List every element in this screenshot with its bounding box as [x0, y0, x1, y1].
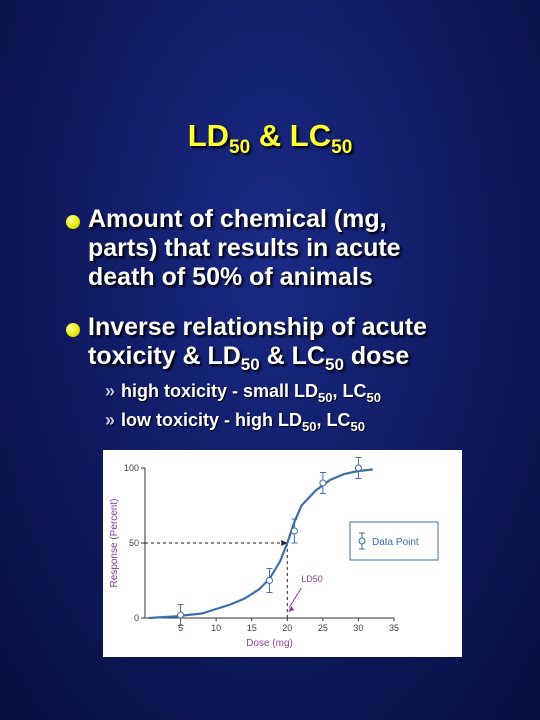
- bullet-2-line-2: toxicity & LD50 & LC50 dose: [88, 342, 427, 379]
- data-point: [290, 527, 298, 535]
- sub-bullet-1-sub-2: 50: [366, 390, 381, 405]
- bullet-2-line-1: Inverse relationship of acute: [88, 313, 427, 341]
- sub-bullet-2-sub-2: 50: [350, 419, 365, 434]
- sub-bullet-marker-icon: »: [105, 410, 116, 430]
- sub-bullet-2: » low toxicity - high LD50, LC50: [105, 410, 365, 434]
- data-point: [266, 577, 273, 584]
- x-tick-label: 30: [353, 623, 363, 633]
- bullet-dot-icon: [66, 323, 80, 337]
- legend-marker: [358, 537, 366, 545]
- sub-bullet-2-text-b: , LC: [316, 410, 351, 430]
- x-tick-label: 15: [247, 623, 257, 633]
- ld50-point-arrowhead: [281, 540, 288, 546]
- y-tick-label: 0: [134, 613, 139, 623]
- sub-bullet-marker-icon: »: [105, 381, 116, 401]
- sub-bullet-1-text-a: high toxicity - small LD: [121, 381, 319, 401]
- bullet-2: Inverse relationship of acute toxicity &…: [66, 313, 427, 379]
- ld50-arrow: [288, 587, 302, 608]
- x-tick-label: 35: [389, 623, 399, 633]
- bullet-2-sub-1: 50: [240, 355, 260, 374]
- data-point: [354, 464, 362, 472]
- title-lc: & LC: [250, 118, 332, 153]
- sub-bullet-1-text-b: , LC: [332, 381, 367, 401]
- dose-response-curve: [148, 468, 373, 620]
- title-sub-50: 50: [229, 137, 251, 158]
- data-point: [177, 611, 185, 619]
- bullet-dot-icon: [66, 215, 80, 229]
- bullet-2-text-a: toxicity & LD: [88, 342, 241, 370]
- chart-svg: 0 50 100 5 10 15 20 25 30 35 Dose (mg) Response (Pe…: [109, 457, 439, 649]
- x-tick-label: 10: [211, 623, 221, 633]
- bullet-1-line-1: Amount of chemical (mg,: [88, 205, 387, 233]
- y-axis-label: Response (Percent): [109, 499, 120, 588]
- x-tick-label: 20: [282, 623, 292, 633]
- sub-bullet-1: » high toxicity - small LD50, LC50: [105, 381, 381, 405]
- bullet-1: Amount of chemical (mg, parts) that resu…: [66, 205, 401, 292]
- bullet-1-line-3: death of 50% of animals: [88, 263, 373, 291]
- ld50-arrowhead: [288, 606, 295, 612]
- sub-bullet-1-sub-1: 50: [318, 390, 333, 405]
- bullet-1-line-2: parts) that results in acute: [88, 234, 401, 262]
- dose-response-chart: 0 50 100 5 10 15 20 25 30 35 Dose (mg) Response (Pe…: [103, 450, 462, 657]
- x-tick-label: 5: [178, 623, 183, 633]
- legend-label: Data Point: [372, 537, 419, 548]
- x-axis-label: Dose (mg): [246, 638, 293, 649]
- y-tick-label: 50: [129, 538, 139, 548]
- bullet-2-text-c: dose: [343, 342, 410, 370]
- x-tick-label: 25: [318, 623, 328, 633]
- title-ld: LD: [187, 118, 230, 153]
- sub-bullet-2-sub-1: 50: [302, 419, 317, 434]
- ld50-label: LD50: [301, 574, 323, 584]
- sub-bullet-2-text-a: low toxicity - high LD: [121, 410, 303, 430]
- slide-title: LD50 & LC50: [0, 118, 540, 159]
- data-point: [319, 479, 327, 487]
- title-sub-50-b: 50: [331, 137, 353, 158]
- bullet-2-text-b: & LC: [259, 342, 325, 370]
- y-tick-label: 100: [124, 463, 139, 473]
- bullet-2-sub-2: 50: [325, 355, 344, 374]
